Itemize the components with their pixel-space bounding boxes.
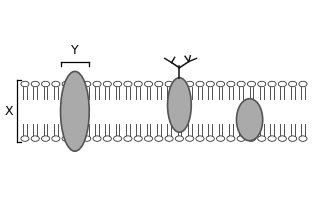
Circle shape: [258, 81, 266, 87]
Circle shape: [165, 81, 173, 87]
Circle shape: [144, 136, 153, 141]
Circle shape: [72, 136, 80, 141]
Circle shape: [175, 81, 183, 87]
Circle shape: [227, 136, 235, 141]
Circle shape: [196, 136, 204, 141]
Circle shape: [289, 81, 297, 87]
Circle shape: [186, 81, 194, 87]
Circle shape: [258, 136, 266, 141]
Text: X: X: [5, 105, 13, 118]
Circle shape: [41, 81, 50, 87]
Circle shape: [144, 81, 153, 87]
Circle shape: [124, 136, 132, 141]
Circle shape: [62, 136, 70, 141]
Circle shape: [299, 136, 307, 141]
Circle shape: [72, 81, 80, 87]
Circle shape: [41, 136, 50, 141]
Circle shape: [268, 81, 276, 87]
Circle shape: [21, 81, 29, 87]
Circle shape: [114, 81, 122, 87]
Circle shape: [103, 136, 111, 141]
Circle shape: [227, 81, 235, 87]
Circle shape: [247, 81, 256, 87]
Circle shape: [217, 81, 225, 87]
Circle shape: [289, 136, 297, 141]
Circle shape: [217, 136, 225, 141]
Circle shape: [93, 136, 101, 141]
Circle shape: [134, 81, 142, 87]
Circle shape: [278, 136, 286, 141]
Circle shape: [299, 81, 307, 87]
Circle shape: [83, 136, 91, 141]
Circle shape: [134, 136, 142, 141]
Circle shape: [31, 136, 39, 141]
Circle shape: [186, 136, 194, 141]
Circle shape: [165, 136, 173, 141]
Circle shape: [114, 136, 122, 141]
Circle shape: [237, 136, 245, 141]
Circle shape: [155, 136, 163, 141]
Circle shape: [52, 136, 60, 141]
Circle shape: [237, 81, 245, 87]
Circle shape: [175, 136, 183, 141]
Circle shape: [278, 81, 286, 87]
Circle shape: [31, 81, 39, 87]
Text: Y: Y: [71, 44, 79, 57]
Circle shape: [196, 81, 204, 87]
Ellipse shape: [61, 71, 89, 151]
Circle shape: [93, 81, 101, 87]
Ellipse shape: [236, 99, 263, 141]
Circle shape: [83, 81, 91, 87]
Circle shape: [21, 136, 29, 141]
Circle shape: [206, 136, 214, 141]
Circle shape: [155, 81, 163, 87]
Circle shape: [206, 81, 214, 87]
Circle shape: [124, 81, 132, 87]
Circle shape: [103, 81, 111, 87]
Ellipse shape: [168, 78, 191, 132]
Circle shape: [247, 136, 256, 141]
Circle shape: [62, 81, 70, 87]
Circle shape: [52, 81, 60, 87]
Circle shape: [268, 136, 276, 141]
